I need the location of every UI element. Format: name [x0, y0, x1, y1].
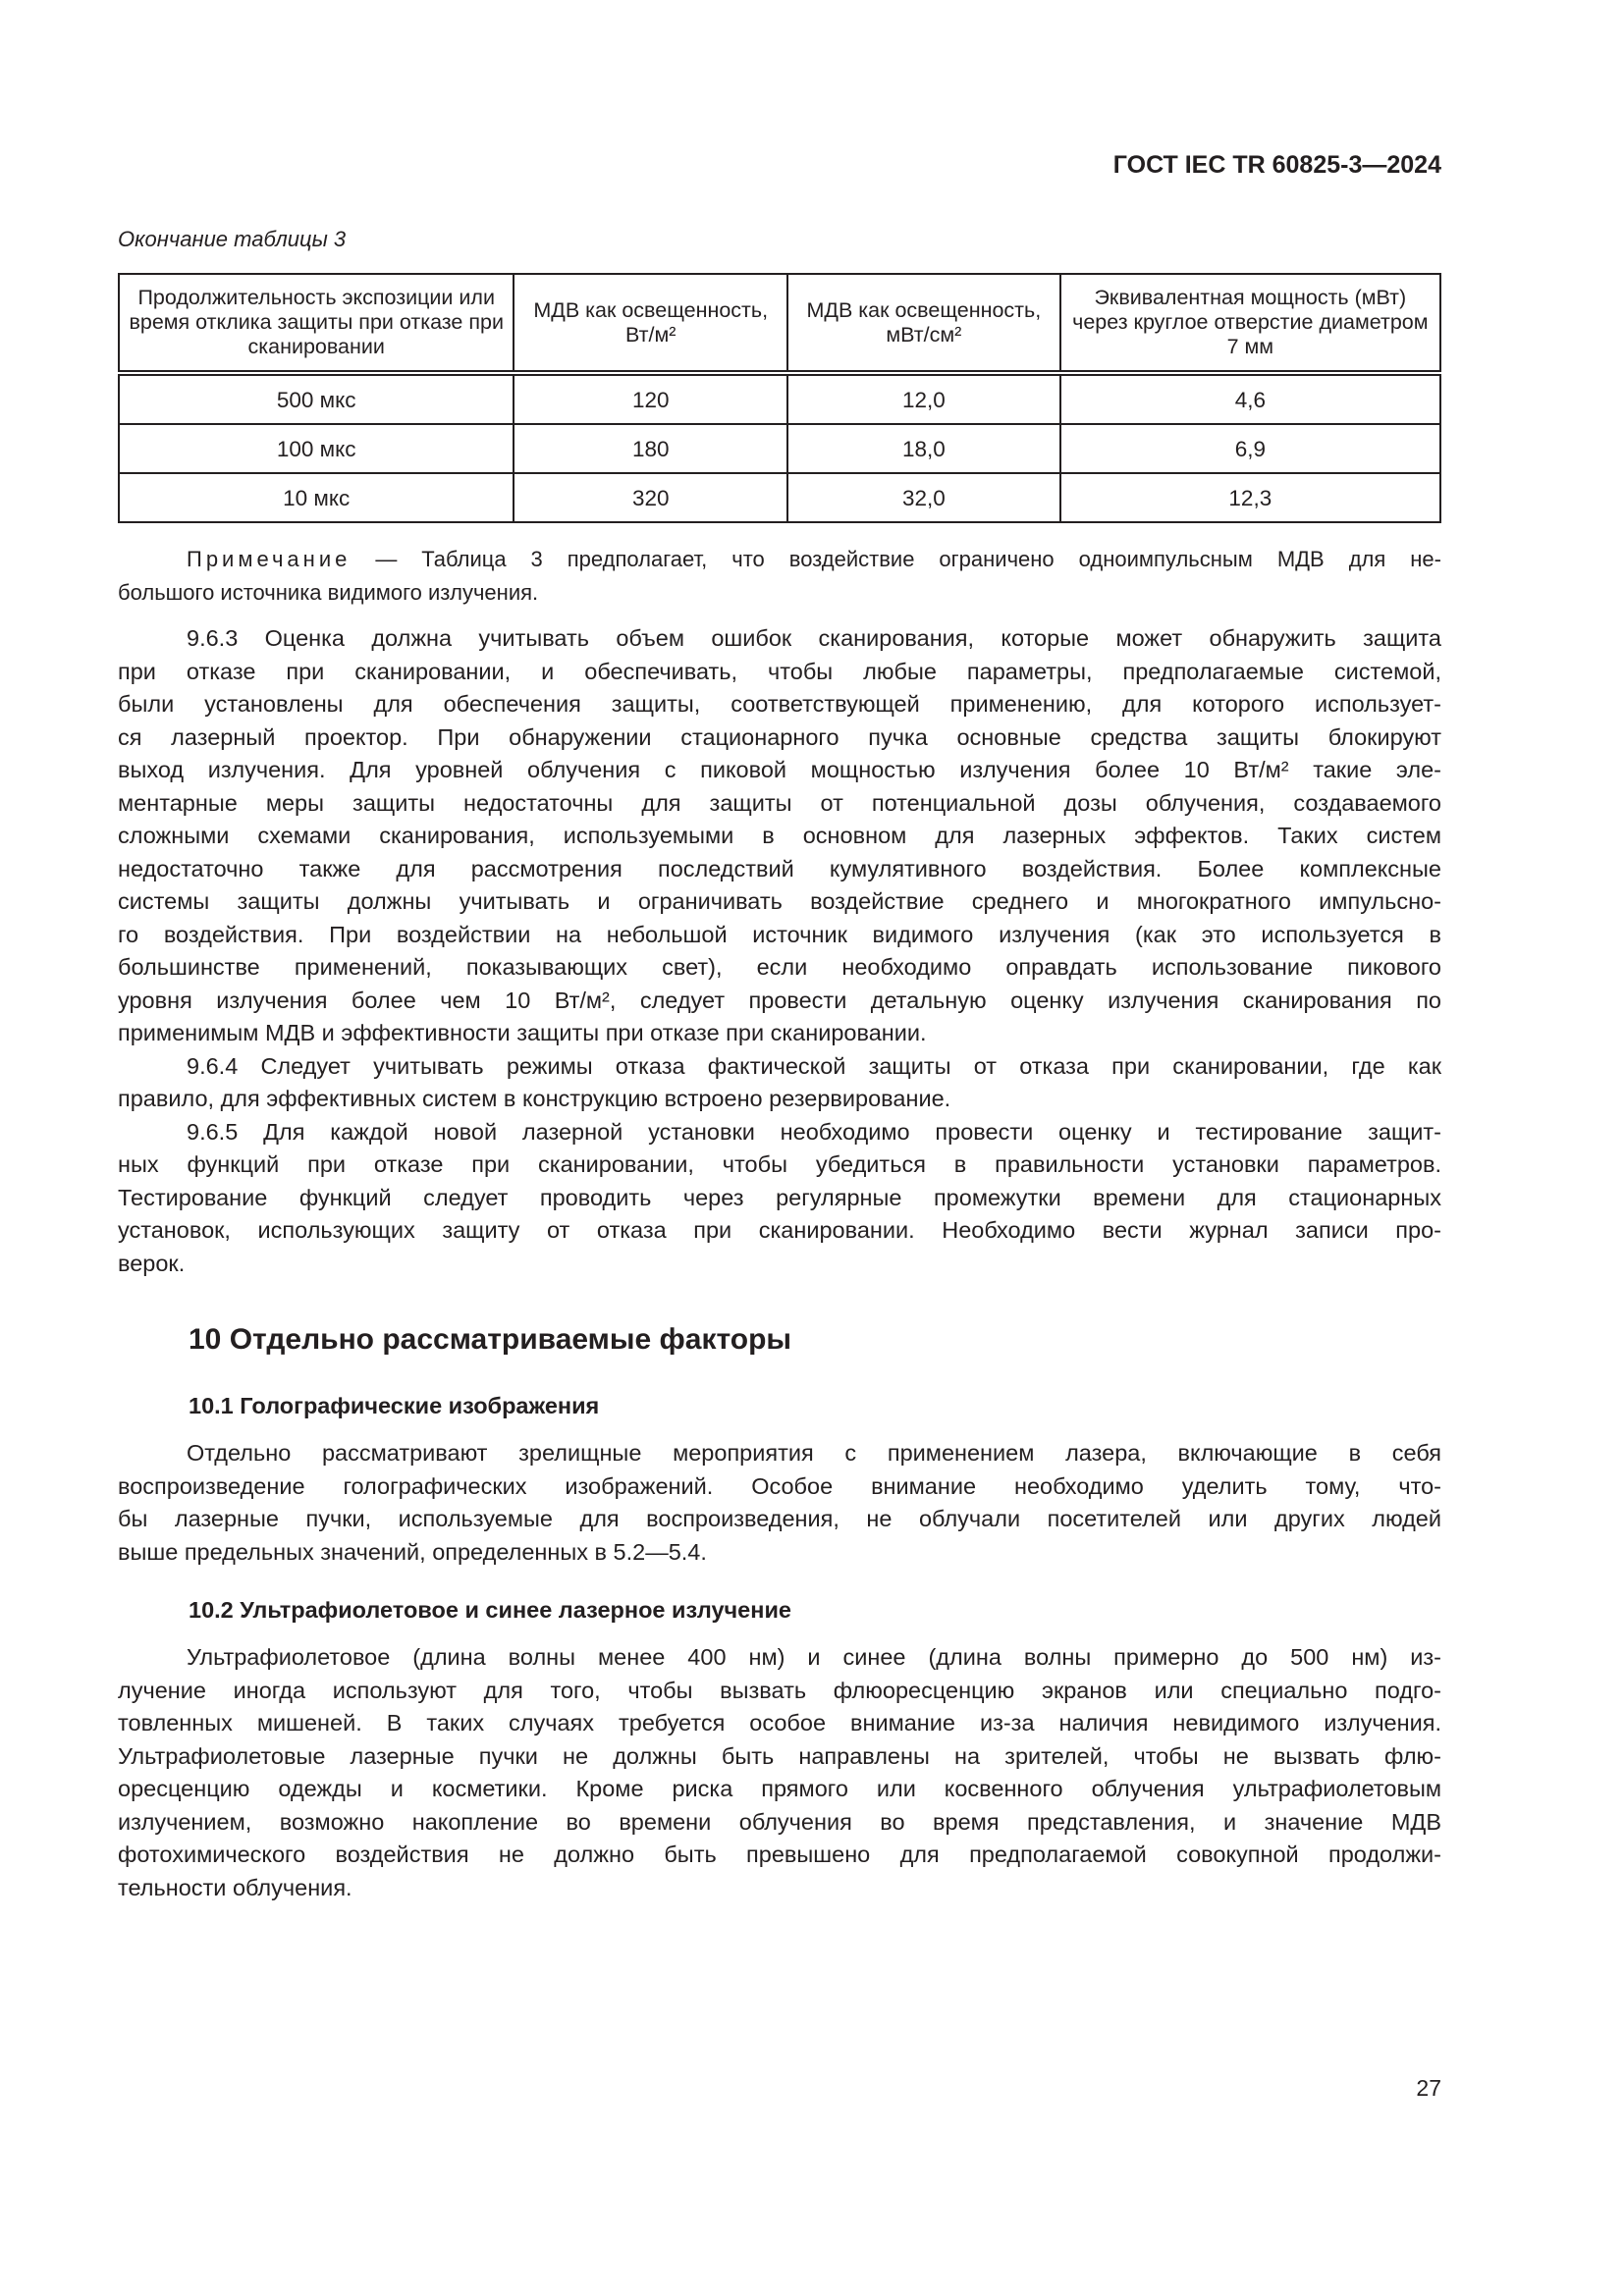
text-line: товленных мишеней. В таких случаях требу…: [118, 1710, 1441, 1735]
text-line: уровня излучения более чем 10 Вт/м², сле…: [118, 987, 1441, 1013]
column-header: Продолжительность экспозиции или время о…: [117, 273, 515, 374]
text-line: ментарные меры защиты недостаточны для з…: [118, 789, 1441, 816]
table-cell: 500 мкс: [117, 372, 515, 425]
text-line: фотохимического воздействия не должно бы…: [118, 1842, 1441, 1867]
table-cell: 120: [513, 372, 789, 425]
paragraph-9-6-5: 9.6.5 Для каждой новой лазерной установк…: [118, 1116, 1441, 1281]
table-cell: 32,0: [786, 472, 1061, 523]
text-line: го воздействия. При воздействии на небол…: [118, 921, 1441, 947]
text-line: большинстве применений, показывающих све…: [118, 954, 1441, 980]
text-line: воспроизведение голографических изображе…: [118, 1472, 1441, 1499]
text-line: применимым МДВ и эффективности защиты пр…: [118, 1020, 927, 1045]
section-heading-10: 10 Отдельно рассматриваемые факторы: [189, 1323, 792, 1356]
table-cell: 4,6: [1058, 372, 1442, 425]
table-caption: Окончание таблицы 3: [118, 227, 347, 251]
text-line: правило, для эффективных систем в констр…: [118, 1086, 951, 1111]
table-cell: 18,0: [786, 423, 1061, 474]
text-line: сложными схемами сканирования, используе…: [118, 823, 1441, 848]
column-header: МДВ как освещенность, мВт/см²: [786, 273, 1061, 374]
column-header: МДВ как освещенность, Вт/м²: [513, 273, 789, 374]
text-line: были установлены для обеспечения защиты,…: [118, 691, 1441, 717]
table-cell: 12,0: [786, 372, 1061, 425]
table-cell: 6,9: [1058, 423, 1442, 474]
table-cell: 320: [513, 472, 789, 523]
paragraph-10-1: Отдельно рассматривают зрелищные меропри…: [118, 1437, 1441, 1569]
document-header: ГОСТ IEC TR 60825-3—2024: [1112, 151, 1441, 179]
text-line: оресценцию одежды и косметики. Кроме рис…: [118, 1776, 1441, 1801]
text-line: системы защиты должны учитывать и ограни…: [118, 888, 1441, 914]
text-line: бы лазерные пучки, используемые для восп…: [118, 1506, 1441, 1531]
text-line: лучение иногда используют для того, чтоб…: [118, 1677, 1441, 1703]
text-line: ся лазерный проектор. При обнаружении ст…: [118, 723, 1441, 750]
exposure-table: Продолжительность экспозиции или время о…: [117, 273, 1442, 523]
paragraph-9-6-4: 9.6.4 Следует учитывать режимы отказа фа…: [118, 1050, 1441, 1116]
text-line: 9.6.4 Следует учитывать режимы отказа фа…: [187, 1052, 1441, 1079]
text-line: Ультрафиолетовое (длина волны менее 400 …: [187, 1644, 1441, 1670]
section-heading-10-2: 10.2 Ультрафиолетовое и синее лазерное и…: [189, 1597, 791, 1623]
table-row: 100 мкс 180 18,0 6,9: [117, 423, 1442, 474]
paragraph-10-2: Ультрафиолетовое (длина волны менее 400 …: [118, 1641, 1441, 1904]
text-line: при отказе при сканировании, и обеспечив…: [118, 658, 1441, 684]
text-line: 9.6.5 Для каждой новой лазерной установк…: [187, 1118, 1441, 1145]
table-note: Примечание — Таблица 3 предполагает, что…: [118, 547, 1441, 605]
text-line: 9.6.3 Оценка должна учитывать объем ошиб…: [187, 625, 1441, 651]
text-line: недостаточно также для рассмотрения посл…: [118, 855, 1441, 881]
text-line: Отдельно рассматривают зрелищные меропри…: [187, 1440, 1441, 1466]
section-heading-10-1: 10.1 Голографические изображения: [189, 1393, 600, 1418]
table-row: 500 мкс 120 12,0 4,6: [117, 372, 1442, 425]
table-cell: 180: [513, 423, 789, 474]
text-line: установок, использующих защиту от отказа…: [118, 1217, 1441, 1243]
text-line: выход излучения. Для уровней облучения с…: [118, 757, 1441, 782]
body-text-9-6: 9.6.3 Оценка должна учитывать объем ошиб…: [118, 622, 1441, 1280]
text-line: излучением, возможно накопление во време…: [118, 1808, 1441, 1835]
text-line: Ультрафиолетовые лазерные пучки не должн…: [118, 1742, 1441, 1769]
text-line: ных функций при отказе при сканировании,…: [118, 1151, 1441, 1177]
table-cell: 10 мкс: [117, 472, 515, 523]
text-line: Тестирование функций следует проводить ч…: [118, 1184, 1441, 1210]
text-line: выше предельных значений, определенных в…: [118, 1538, 707, 1565]
text-line: верок.: [118, 1250, 186, 1276]
table-cell: 12,3: [1058, 472, 1442, 523]
page-number: 27: [1416, 2075, 1441, 2101]
text-line: тельности облучения.: [118, 1874, 352, 1900]
table-cell: 100 мкс: [117, 423, 515, 474]
paragraph-9-6-3: 9.6.3 Оценка должна учитывать объем ошиб…: [118, 622, 1441, 1050]
column-header: Эквивалентная мощность (мВт) через кругл…: [1058, 273, 1442, 374]
table-header-row: Продолжительность экспозиции или время о…: [117, 273, 1442, 374]
note-label: Примечание: [187, 547, 352, 571]
table-row: 10 мкс 320 32,0 12,3: [117, 472, 1442, 523]
